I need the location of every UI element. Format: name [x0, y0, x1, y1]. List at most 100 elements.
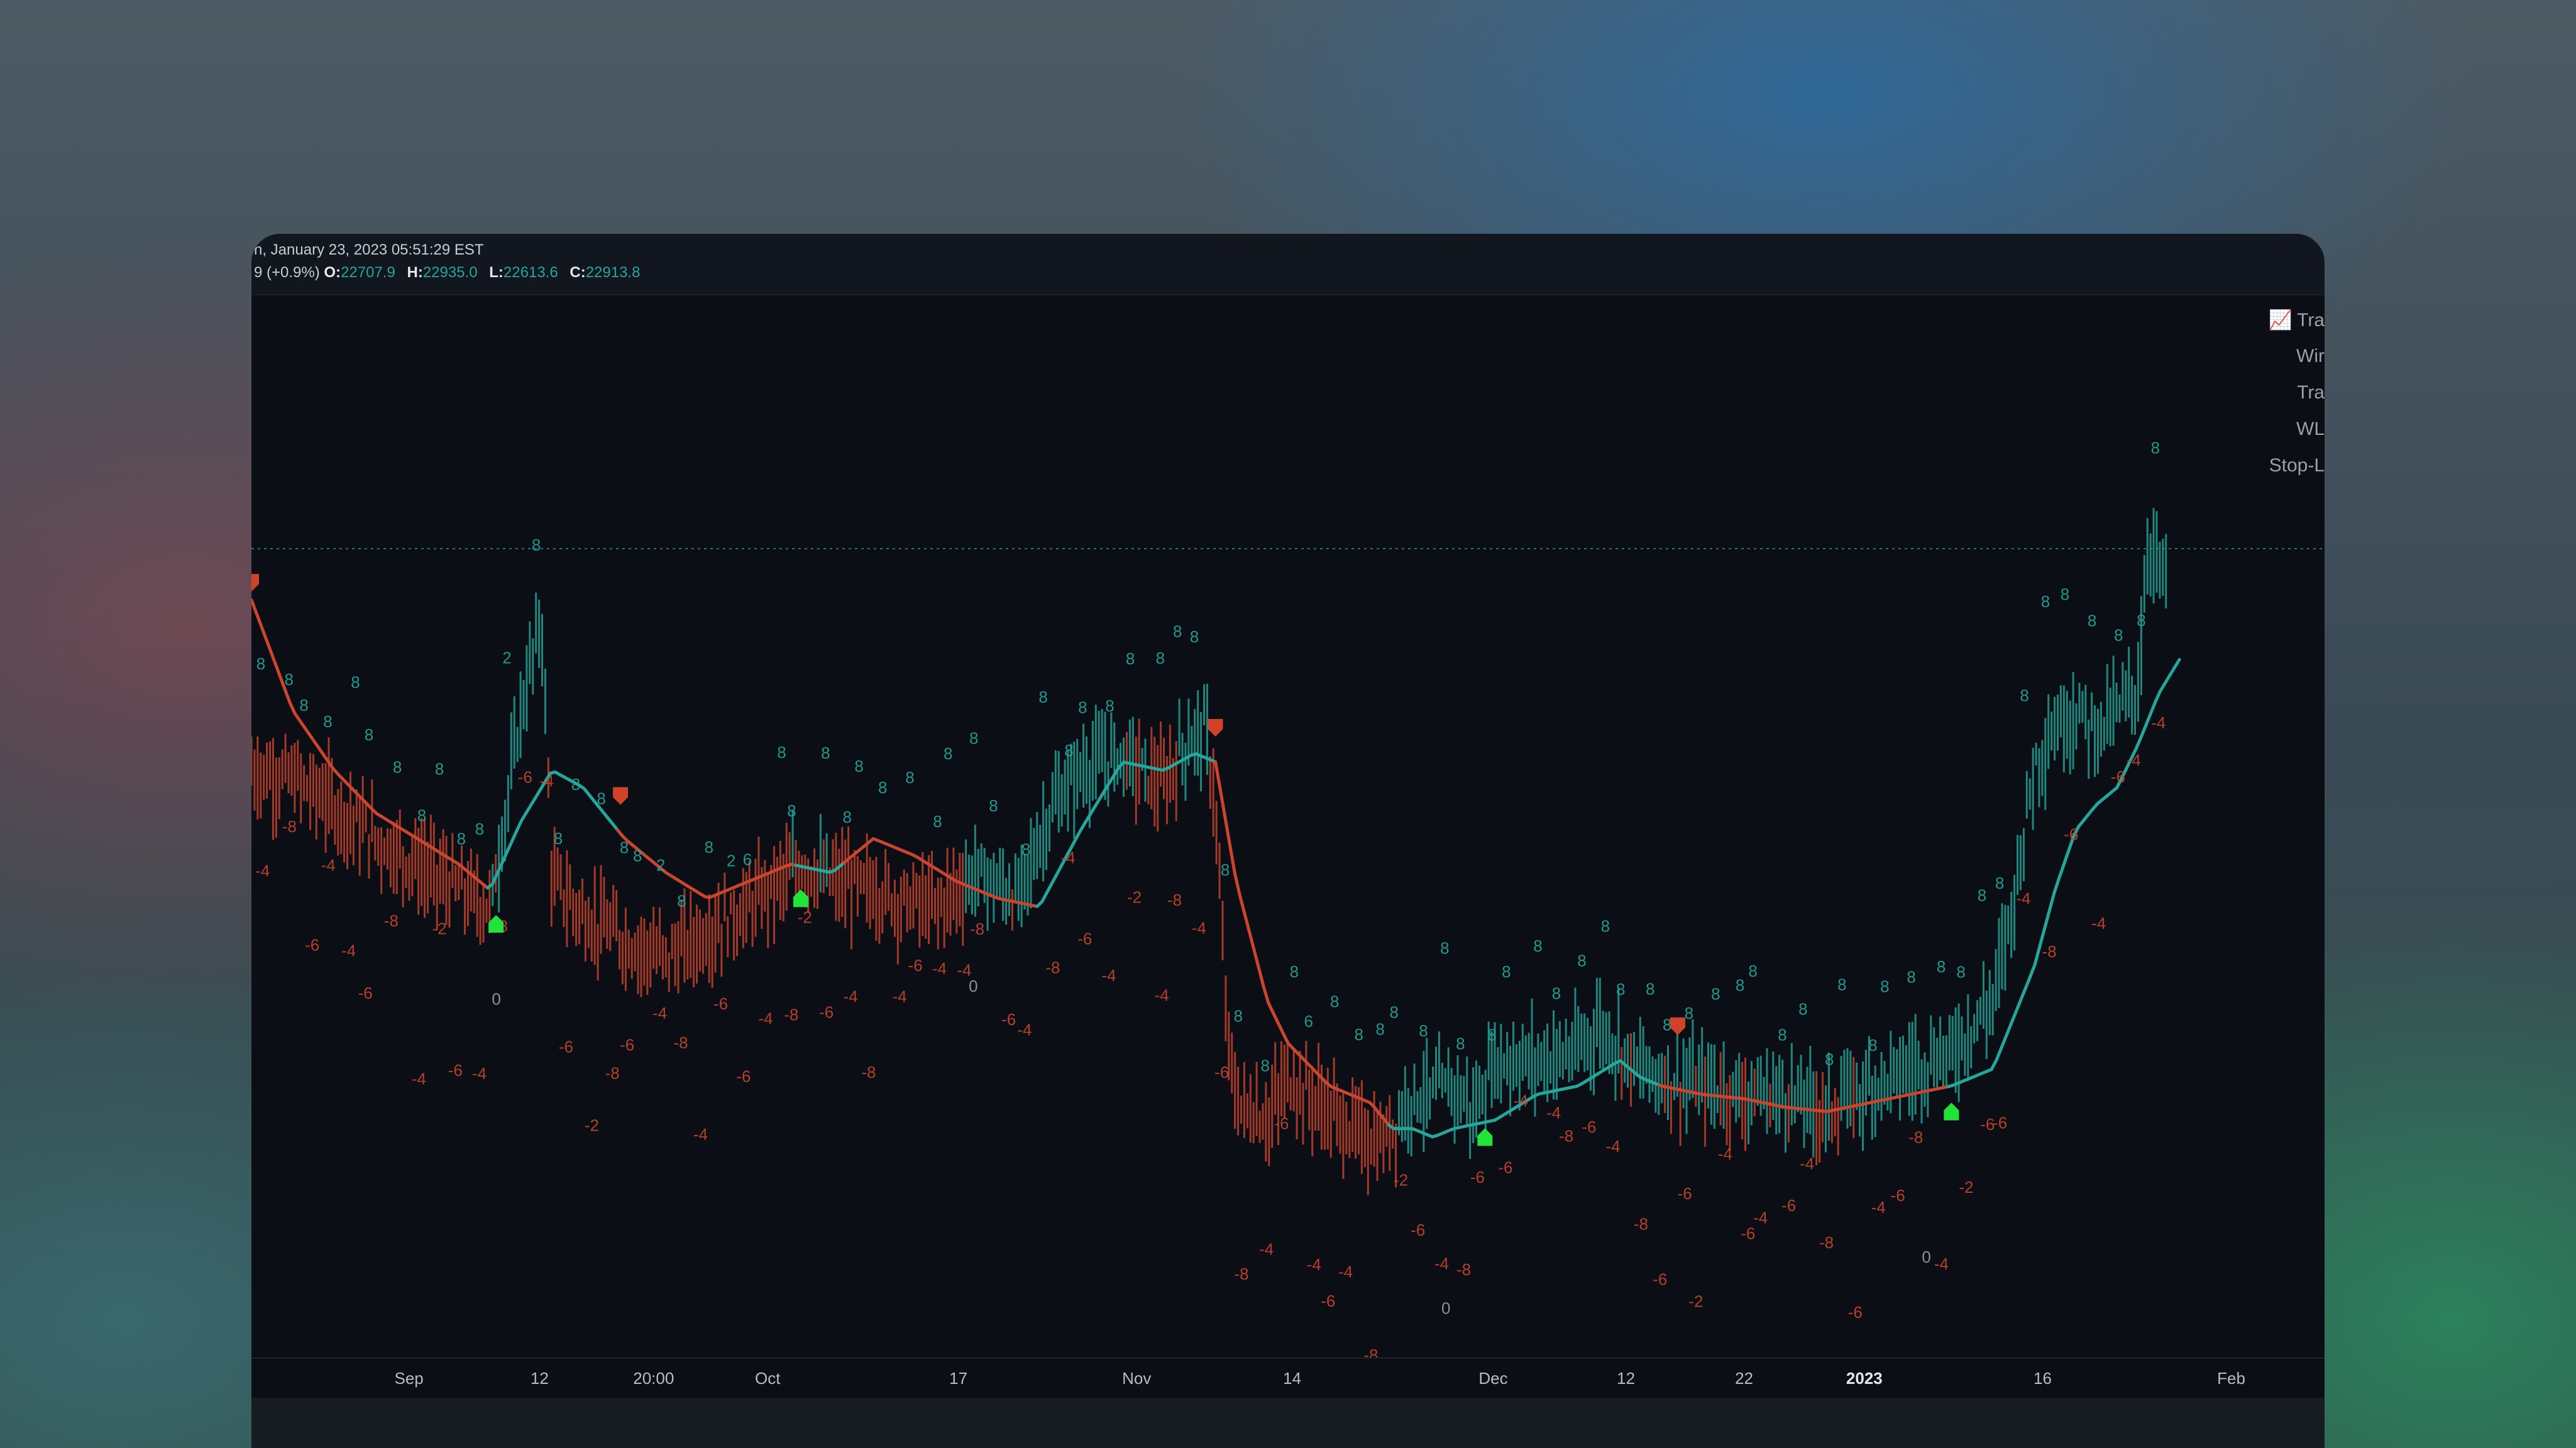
trend-line-segment: [1999, 1034, 2008, 1050]
bull-count-label: 8: [1748, 962, 1757, 980]
bear-count-label: -2: [432, 919, 446, 938]
legend-change: 9 (+0.9%): [254, 264, 320, 281]
trend-line-segment: [1990, 1058, 1998, 1072]
bear-count-label: -8: [1235, 1264, 1249, 1283]
trend-line-segment: [1064, 847, 1073, 859]
bear-count-label: -4: [1307, 1255, 1321, 1274]
bull-count-label: 8: [1778, 1026, 1786, 1045]
bull-count-label: 8: [1105, 696, 1114, 715]
stat-row-trades: 📈 Tra: [2268, 310, 2325, 331]
bull-count-label: 8: [1156, 649, 1165, 667]
bear-count-label: -6: [713, 994, 728, 1013]
bear-count-label: -4: [1192, 919, 1206, 938]
bull-count-label: 8: [2041, 592, 2050, 611]
bull-count-label: 8: [435, 760, 444, 779]
bear-count-label: -6: [620, 1035, 634, 1054]
trend-line-segment: [505, 840, 514, 854]
neutral-count-label: 0: [969, 977, 977, 996]
ohlc-open-key: O:: [324, 264, 341, 281]
bear-count-label: -6: [1653, 1270, 1667, 1289]
trend-line-segment: [2134, 736, 2143, 750]
bear-count-label: -4: [1434, 1254, 1449, 1273]
bear-count-label: -6: [1214, 1063, 1229, 1082]
bull-count-label: 8: [532, 535, 541, 554]
bear-count-label: -6: [448, 1061, 463, 1080]
trend-line-segment: [283, 688, 292, 705]
trend-line-segment: [1252, 948, 1261, 970]
trend-line-segment: [255, 611, 263, 627]
legend-bar: n, January 23, 2023 05:51:29 EST 9 (+0.9…: [251, 234, 2325, 295]
buy-signal-marker: [1944, 1102, 1959, 1121]
trend-line-segment: [2129, 747, 2138, 760]
bear-count-label: -8: [1634, 1214, 1648, 1233]
bear-count-label: -4: [652, 1004, 667, 1023]
trend-line-segment: [1228, 843, 1236, 875]
trend-line-segment: [2125, 757, 2133, 771]
legend-date: n, January 23, 2023 05:51:29 EST: [254, 241, 484, 258]
bull-count-label: 8: [1355, 1025, 1363, 1044]
bear-count-label: -4: [1934, 1254, 1949, 1273]
sell-signal-marker: [1670, 1017, 1686, 1035]
bull-count-label: 8: [1711, 985, 1720, 1004]
bear-count-label: -4: [2151, 713, 2166, 732]
trend-line-segment: [2120, 767, 2128, 781]
bull-count-label: 8: [417, 806, 426, 825]
bear-count-label: -4: [255, 861, 270, 880]
bear-count-label: -4: [539, 771, 554, 790]
bull-count-label: 8: [1552, 984, 1561, 1002]
bull-count-label: 8: [905, 768, 914, 787]
bull-count-label: 8: [821, 743, 830, 762]
bear-count-label: -2: [1959, 1178, 1974, 1197]
trend-line-segment: [1214, 760, 1222, 791]
bull-count-label: 6: [743, 850, 752, 869]
bull-count-label: 8: [457, 830, 466, 848]
bear-count-label: -4: [412, 1070, 426, 1089]
trend-line-segment: [1055, 864, 1063, 877]
trend-line-segment: [1218, 787, 1227, 820]
bear-count-label: -6: [1077, 929, 1092, 948]
x-tick-label: 12: [1617, 1369, 1635, 1388]
bull-count-label: 8: [705, 838, 713, 857]
bull-count-label: 8: [1419, 1021, 1428, 1040]
ohlc-high-value: 22935.0: [422, 264, 478, 281]
bull-count-label: 8: [1330, 992, 1339, 1011]
time-axis[interactable]: Sep 12 20:00 Oct 17 Nov 14 Dec 12 22 2023 16 Feb: [251, 1358, 2325, 1399]
bear-count-label: -8: [784, 1005, 798, 1024]
neutral-count-label: 0: [1441, 1298, 1450, 1317]
bull-count-label: 8: [323, 712, 332, 731]
bear-count-label: -6: [736, 1067, 751, 1086]
sell-signal-marker: [251, 574, 259, 592]
ohlc-low-key: L:: [489, 264, 504, 281]
x-tick-label: Dec: [1478, 1369, 1507, 1388]
bull-count-label: 8: [787, 801, 796, 820]
bull-count-label: 8: [1234, 1007, 1243, 1026]
bull-count-label: 8: [1577, 951, 1586, 970]
bull-count-label: 8: [351, 672, 360, 691]
bear-count-label: -8: [1456, 1260, 1471, 1279]
bull-count-label: 8: [854, 757, 863, 776]
bear-count-label: -6: [1001, 1010, 1016, 1029]
legend-ohlc: 9 (+0.9%) O:22707.9 H:22935.0 L:22613.6 …: [254, 264, 647, 282]
trend-line-segment: [1272, 1011, 1280, 1025]
trend-line-segment: [1040, 891, 1049, 904]
bull-count-label: 2: [727, 851, 735, 870]
bear-count-label: -6: [518, 768, 532, 787]
bear-count-label: -8: [1045, 958, 1060, 977]
x-tick-label: 20:00: [633, 1369, 674, 1388]
bear-count-label: -4: [957, 960, 971, 979]
bear-count-label: -2: [1394, 1170, 1408, 1189]
bull-count-label: 8: [843, 808, 852, 826]
trend-line-segment: [273, 662, 282, 679]
bear-count-label: -4: [1338, 1262, 1353, 1281]
bull-count-label: 2: [656, 856, 665, 875]
trend-line-segment: [500, 850, 509, 865]
bull-count-label: 2: [502, 648, 511, 667]
x-tick-label: 2023: [1846, 1369, 1883, 1388]
trend-line-segment: [1243, 911, 1251, 933]
chart-window: n, January 23, 2023 05:51:29 EST 9 (+0.9…: [251, 234, 2325, 1448]
bull-count-label: 8: [393, 757, 402, 776]
trend-line-segment: [1267, 1001, 1275, 1015]
ohlc-high-key: H:: [407, 264, 423, 281]
bull-count-label: 8: [1978, 886, 1986, 905]
